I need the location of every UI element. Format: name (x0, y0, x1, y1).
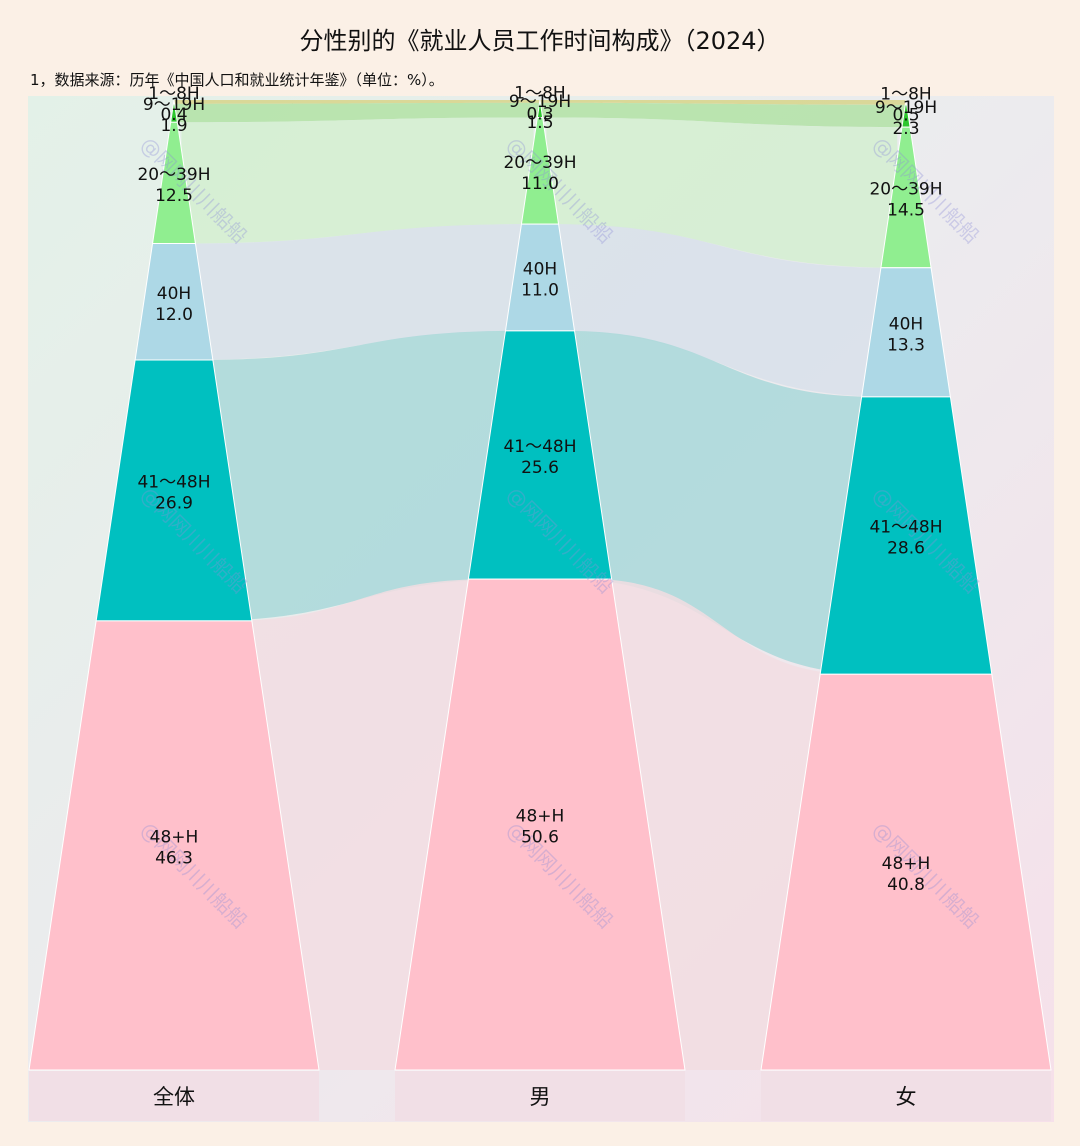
segment-value-2-5: 40.8 (887, 875, 925, 895)
segment-name-0-5: 48+H (150, 827, 199, 847)
category-label-2: 女 (896, 1085, 917, 1109)
segment-name-2-1: 9～19H (875, 98, 937, 118)
segment-value-2-4: 28.6 (887, 539, 925, 559)
segment-name-2-5: 48+H (882, 854, 931, 874)
segment-name-0-2: 20～39H (137, 165, 210, 185)
segment-value-0-1: 1.9 (160, 116, 187, 136)
segment-value-0-5: 46.3 (155, 848, 193, 868)
segment-value-1-3: 11.0 (521, 281, 559, 301)
segment-value-2-3: 13.3 (887, 335, 925, 355)
flow-1-3 (552, 224, 891, 397)
segment-name-1-2: 20～39H (503, 153, 576, 173)
segment-name-1-3: 40H (523, 260, 557, 280)
chart-note: 1，数据来源：历年《中国人口和就业统计年鉴》（单位：%）。 (30, 71, 444, 89)
segment-name-2-0: 1～8H (880, 84, 931, 104)
segment-value-0-2: 12.5 (155, 186, 193, 206)
flow-0-2 (181, 117, 534, 244)
flow-0-1 (175, 102, 540, 123)
segment-value-0-4: 26.9 (155, 493, 193, 513)
chart-title: 分性别的《就业人员工作时间构成》（2024） (299, 27, 780, 55)
segment-name-0-4: 41～48H (137, 472, 210, 492)
segment-1-5 (394, 578, 686, 1071)
segment-name-1-1: 9～19H (509, 92, 571, 112)
segment-value-0-3: 12.0 (155, 305, 193, 325)
category-box-0 (29, 1071, 319, 1121)
segment-name-0-1: 9～19H (143, 95, 205, 115)
segment-value-1-1: 1.5 (526, 113, 553, 133)
segment-value-2-1: 2.3 (892, 119, 919, 139)
segment-name-1-4: 41～48H (503, 437, 576, 457)
segment-value-1-2: 11.0 (521, 174, 559, 194)
category-box-2 (761, 1071, 1051, 1121)
flow-1-0 (540, 100, 906, 105)
flow-1-1 (540, 102, 905, 128)
segment-2-5 (760, 673, 1052, 1071)
segment-name-2-4: 41～48H (869, 518, 942, 538)
segment-name-2-2: 20～39H (869, 179, 942, 199)
flow-0-3 (187, 224, 528, 360)
segment-value-1-0: 0.3 (526, 104, 553, 124)
segment-name-1-5: 48+H (516, 807, 565, 827)
segment-value-1-4: 25.6 (521, 458, 559, 478)
segment-value-0-0: 0.4 (160, 105, 187, 125)
segment-name-0-3: 40H (157, 284, 191, 304)
segment-0-5 (28, 620, 320, 1071)
segment-name-1-0: 1～8H (514, 83, 565, 103)
flow-1-2 (546, 117, 898, 268)
flow-0-0 (174, 100, 540, 104)
flow-0-4 (201, 330, 515, 621)
segment-value-2-0: 0.5 (892, 105, 919, 125)
category-box-1 (395, 1071, 685, 1121)
segment-name-0-0: 1～8H (148, 84, 199, 104)
segments (28, 99, 1052, 1071)
labels: 1～8H0.49～19H1.920～39H12.540H12.041～48H26… (29, 83, 1051, 1121)
segment-value-1-5: 50.6 (521, 828, 559, 848)
category-label-1: 男 (530, 1085, 551, 1109)
segment-value-2-2: 14.5 (887, 200, 925, 220)
category-label-0: 全体 (153, 1085, 195, 1109)
segment-name-2-3: 40H (889, 314, 923, 334)
